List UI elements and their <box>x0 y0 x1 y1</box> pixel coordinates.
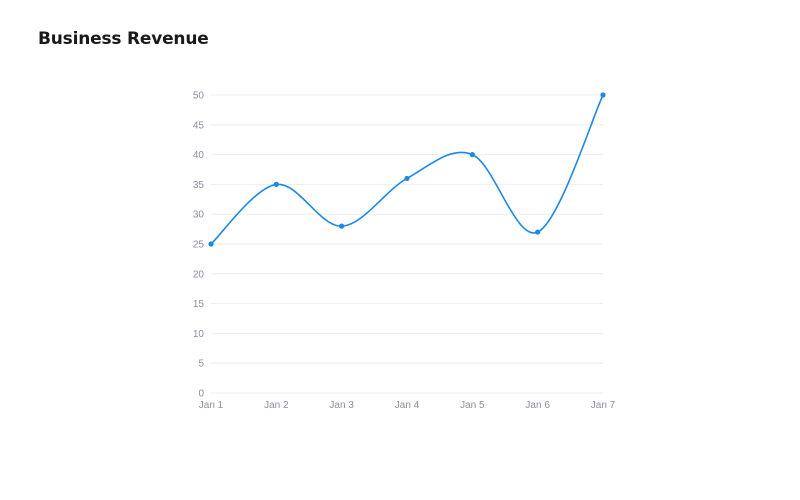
y-tick-label: 40 <box>193 150 205 161</box>
data-point[interactable] <box>273 181 279 187</box>
x-axis-tick-labels: Jan 1 Jan 2 Jan 3 Jan 4 Jan 5 Jan 6 Jan 7 <box>199 400 616 411</box>
y-tick-label: 45 <box>193 120 205 131</box>
data-point[interactable] <box>339 223 345 229</box>
series-line <box>210 94 604 245</box>
y-tick-label: 20 <box>193 269 205 280</box>
x-tick-label: Jan 5 <box>460 400 485 411</box>
data-point[interactable] <box>535 229 541 235</box>
y-axis-tick-labels: 0 5 10 15 20 25 30 35 40 45 50 <box>193 91 205 400</box>
series-layer <box>210 94 604 245</box>
x-tick-label: Jan 7 <box>591 400 616 411</box>
data-point[interactable] <box>208 241 214 247</box>
y-tick-label: 5 <box>198 359 204 370</box>
y-tick-label: 0 <box>198 389 204 400</box>
y-tick-label: 10 <box>193 329 205 340</box>
data-point[interactable] <box>600 92 606 98</box>
y-tick-label: 30 <box>193 210 205 221</box>
x-tick-label: Jan 1 <box>199 400 224 411</box>
y-tick-label: 25 <box>193 240 205 251</box>
x-tick-label: Jan 6 <box>525 400 550 411</box>
y-tick-label: 50 <box>193 91 205 102</box>
data-points <box>208 92 606 247</box>
y-tick-label: 15 <box>193 299 205 310</box>
x-tick-label: Jan 2 <box>264 400 289 411</box>
grid-lines <box>211 94 603 394</box>
page-title: Business Revenue <box>38 29 209 49</box>
x-tick-label: Jan 3 <box>329 400 354 411</box>
data-point[interactable] <box>404 175 410 182</box>
y-tick-label: 35 <box>193 180 205 191</box>
data-point[interactable] <box>469 152 475 158</box>
x-tick-label: Jan 4 <box>395 400 420 411</box>
